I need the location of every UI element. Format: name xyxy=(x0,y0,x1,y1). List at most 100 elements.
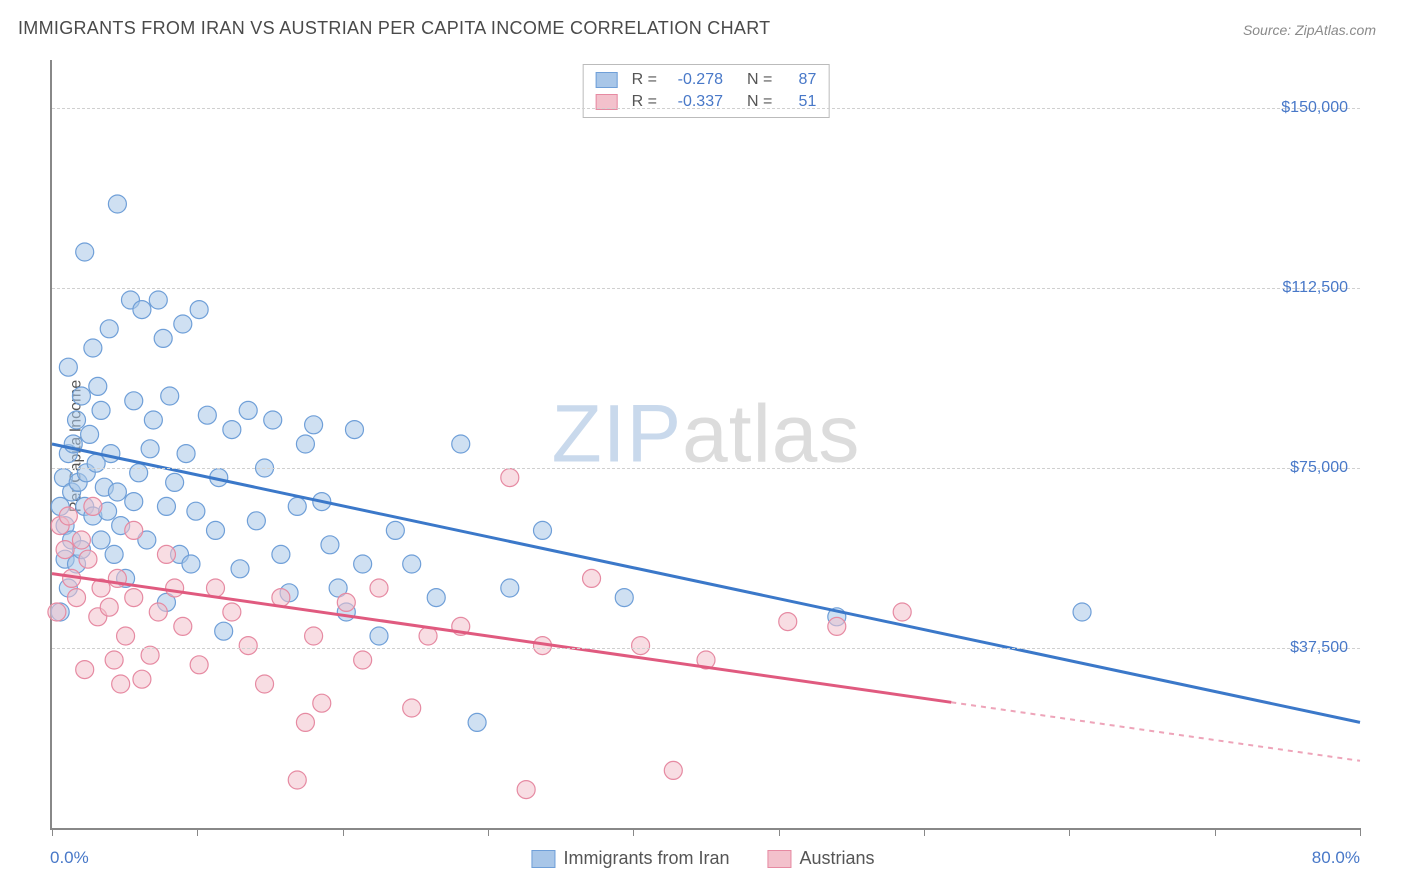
data-point xyxy=(370,579,388,597)
data-point xyxy=(133,301,151,319)
y-tick-label: $75,000 xyxy=(1290,459,1348,477)
data-point xyxy=(207,579,225,597)
chart-plot-area: ZIPatlas R =-0.278N =87R =-0.337N =51 $3… xyxy=(50,60,1360,830)
data-point xyxy=(239,637,257,655)
x-tick xyxy=(633,828,634,836)
data-point xyxy=(100,598,118,616)
source-attribution: Source: ZipAtlas.com xyxy=(1243,22,1376,38)
data-point xyxy=(100,320,118,338)
x-tick xyxy=(1360,828,1361,836)
data-point xyxy=(190,656,208,674)
data-point xyxy=(427,589,445,607)
data-point xyxy=(105,651,123,669)
data-point xyxy=(72,387,90,405)
trend-line-dashed xyxy=(951,702,1360,761)
data-point xyxy=(108,483,126,501)
data-point xyxy=(76,661,94,679)
data-point xyxy=(501,579,519,597)
grid-line xyxy=(52,108,1360,109)
x-tick xyxy=(779,828,780,836)
data-point xyxy=(779,613,797,631)
data-point xyxy=(354,651,372,669)
data-point xyxy=(501,469,519,487)
data-point xyxy=(141,440,159,458)
correlation-legend: R = -0.278 N = 87 R =-0.337N =51 xyxy=(583,64,830,118)
x-tick xyxy=(924,828,925,836)
data-point xyxy=(534,521,552,539)
legend-label: Austrians xyxy=(800,848,875,869)
stat-r-value: -0.278 xyxy=(667,71,723,89)
data-point xyxy=(125,392,143,410)
data-point xyxy=(72,531,90,549)
x-tick xyxy=(52,828,53,836)
data-point xyxy=(256,675,274,693)
y-tick-label: $150,000 xyxy=(1281,99,1348,117)
data-point xyxy=(615,589,633,607)
stat-n-label: N = xyxy=(747,71,772,89)
data-point xyxy=(187,502,205,520)
data-point xyxy=(386,521,404,539)
trend-line xyxy=(52,444,1360,722)
data-point xyxy=(68,411,86,429)
x-tick xyxy=(197,828,198,836)
data-point xyxy=(84,339,102,357)
grid-line xyxy=(52,648,1360,649)
data-point xyxy=(182,555,200,573)
data-point xyxy=(288,771,306,789)
data-point xyxy=(48,603,66,621)
data-point xyxy=(130,464,148,482)
data-point xyxy=(370,627,388,645)
data-point xyxy=(828,617,846,635)
data-point xyxy=(288,497,306,515)
legend-swatch xyxy=(596,72,618,88)
data-point xyxy=(305,627,323,645)
data-point xyxy=(632,637,650,655)
data-point xyxy=(321,536,339,554)
data-point xyxy=(305,416,323,434)
data-point xyxy=(468,713,486,731)
x-tick xyxy=(1215,828,1216,836)
data-point xyxy=(56,541,74,559)
data-point xyxy=(149,603,167,621)
data-point xyxy=(117,627,135,645)
data-point xyxy=(177,445,195,463)
data-point xyxy=(517,781,535,799)
data-point xyxy=(345,421,363,439)
data-point xyxy=(272,589,290,607)
y-tick-label: $112,500 xyxy=(1282,279,1348,297)
stat-r-label: R = xyxy=(632,71,657,89)
data-point xyxy=(157,497,175,515)
x-tick xyxy=(1069,828,1070,836)
data-point xyxy=(149,291,167,309)
legend-label: Immigrants from Iran xyxy=(563,848,729,869)
x-axis-max-label: 80.0% xyxy=(1312,848,1360,868)
legend-item: Immigrants from Iran xyxy=(531,848,729,869)
x-tick xyxy=(343,828,344,836)
data-point xyxy=(1073,603,1091,621)
data-point xyxy=(296,713,314,731)
data-point xyxy=(89,377,107,395)
data-point xyxy=(125,493,143,511)
x-tick xyxy=(488,828,489,836)
x-axis-min-label: 0.0% xyxy=(50,848,89,868)
data-point xyxy=(296,435,314,453)
legend-stat-row: R =-0.337N =51 xyxy=(596,91,817,113)
grid-line xyxy=(52,468,1360,469)
data-point xyxy=(144,411,162,429)
data-point xyxy=(403,555,421,573)
data-point xyxy=(76,243,94,261)
data-point xyxy=(664,761,682,779)
data-point xyxy=(223,421,241,439)
data-point xyxy=(174,315,192,333)
data-point xyxy=(239,401,257,419)
data-point xyxy=(154,329,172,347)
data-point xyxy=(133,670,151,688)
chart-title: IMMIGRANTS FROM IRAN VS AUSTRIAN PER CAP… xyxy=(18,18,770,39)
data-point xyxy=(92,401,110,419)
data-point xyxy=(231,560,249,578)
data-point xyxy=(264,411,282,429)
data-point xyxy=(161,387,179,405)
stat-n-value: 87 xyxy=(782,71,816,89)
data-point xyxy=(223,603,241,621)
data-point xyxy=(893,603,911,621)
